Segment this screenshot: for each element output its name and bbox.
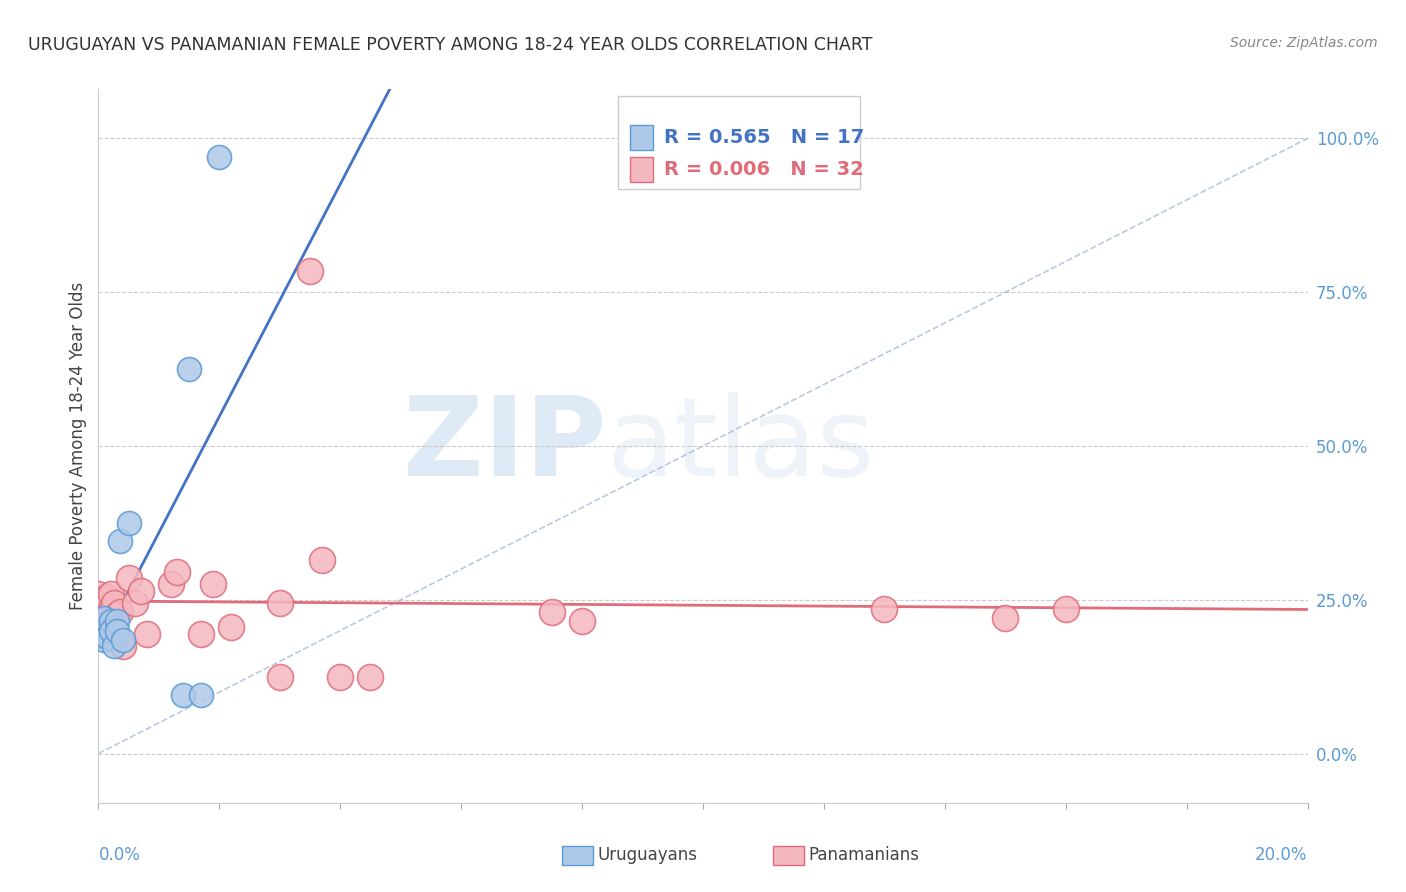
Point bbox=[360, 670, 382, 684]
Text: R = 0.006   N = 32: R = 0.006 N = 32 bbox=[664, 160, 863, 179]
Point bbox=[873, 602, 896, 616]
Point bbox=[129, 583, 152, 598]
Point bbox=[103, 639, 125, 653]
Text: Panamanians: Panamanians bbox=[808, 847, 920, 864]
Text: ZIP: ZIP bbox=[404, 392, 606, 500]
Point bbox=[1054, 602, 1077, 616]
Point bbox=[100, 615, 122, 629]
Point bbox=[329, 670, 352, 684]
Point bbox=[111, 639, 134, 653]
Point bbox=[135, 626, 157, 640]
Point bbox=[100, 624, 122, 638]
Point bbox=[93, 611, 115, 625]
Point bbox=[118, 516, 141, 530]
Y-axis label: Female Poverty Among 18-24 Year Olds: Female Poverty Among 18-24 Year Olds bbox=[69, 282, 87, 610]
Point bbox=[179, 362, 201, 376]
Text: 0.0%: 0.0% bbox=[98, 846, 141, 863]
Text: 20.0%: 20.0% bbox=[1256, 846, 1308, 863]
Point bbox=[93, 632, 115, 647]
Point bbox=[166, 565, 188, 579]
Point bbox=[994, 611, 1017, 625]
Point bbox=[571, 615, 593, 629]
Point bbox=[202, 577, 225, 591]
Text: URUGUAYAN VS PANAMANIAN FEMALE POVERTY AMONG 18-24 YEAR OLDS CORRELATION CHART: URUGUAYAN VS PANAMANIAN FEMALE POVERTY A… bbox=[28, 36, 873, 54]
Text: Source: ZipAtlas.com: Source: ZipAtlas.com bbox=[1230, 36, 1378, 50]
Point bbox=[269, 596, 291, 610]
Point bbox=[311, 553, 333, 567]
Text: atlas: atlas bbox=[606, 392, 875, 500]
Point bbox=[96, 630, 118, 644]
Point bbox=[100, 602, 122, 616]
Point bbox=[108, 605, 131, 619]
Point bbox=[108, 534, 131, 549]
Point bbox=[87, 620, 110, 634]
Text: R = 0.565   N = 17: R = 0.565 N = 17 bbox=[664, 128, 865, 147]
Point bbox=[299, 263, 322, 277]
Point bbox=[190, 688, 212, 702]
Point bbox=[93, 608, 115, 623]
Point bbox=[103, 596, 125, 610]
Point bbox=[208, 150, 231, 164]
Point bbox=[124, 596, 146, 610]
Point bbox=[90, 599, 112, 613]
Point bbox=[160, 577, 183, 591]
Point bbox=[269, 670, 291, 684]
Point bbox=[96, 590, 118, 604]
Point bbox=[87, 587, 110, 601]
Text: Uruguayans: Uruguayans bbox=[598, 847, 697, 864]
Point bbox=[100, 587, 122, 601]
Point bbox=[190, 626, 212, 640]
Point bbox=[221, 620, 243, 634]
Point bbox=[90, 626, 112, 640]
Point bbox=[105, 624, 128, 638]
Point bbox=[118, 571, 141, 585]
Point bbox=[111, 632, 134, 647]
Point bbox=[105, 608, 128, 623]
Point bbox=[172, 688, 194, 702]
Point bbox=[96, 617, 118, 632]
Point bbox=[540, 605, 562, 619]
Point bbox=[90, 611, 112, 625]
Point bbox=[105, 615, 128, 629]
